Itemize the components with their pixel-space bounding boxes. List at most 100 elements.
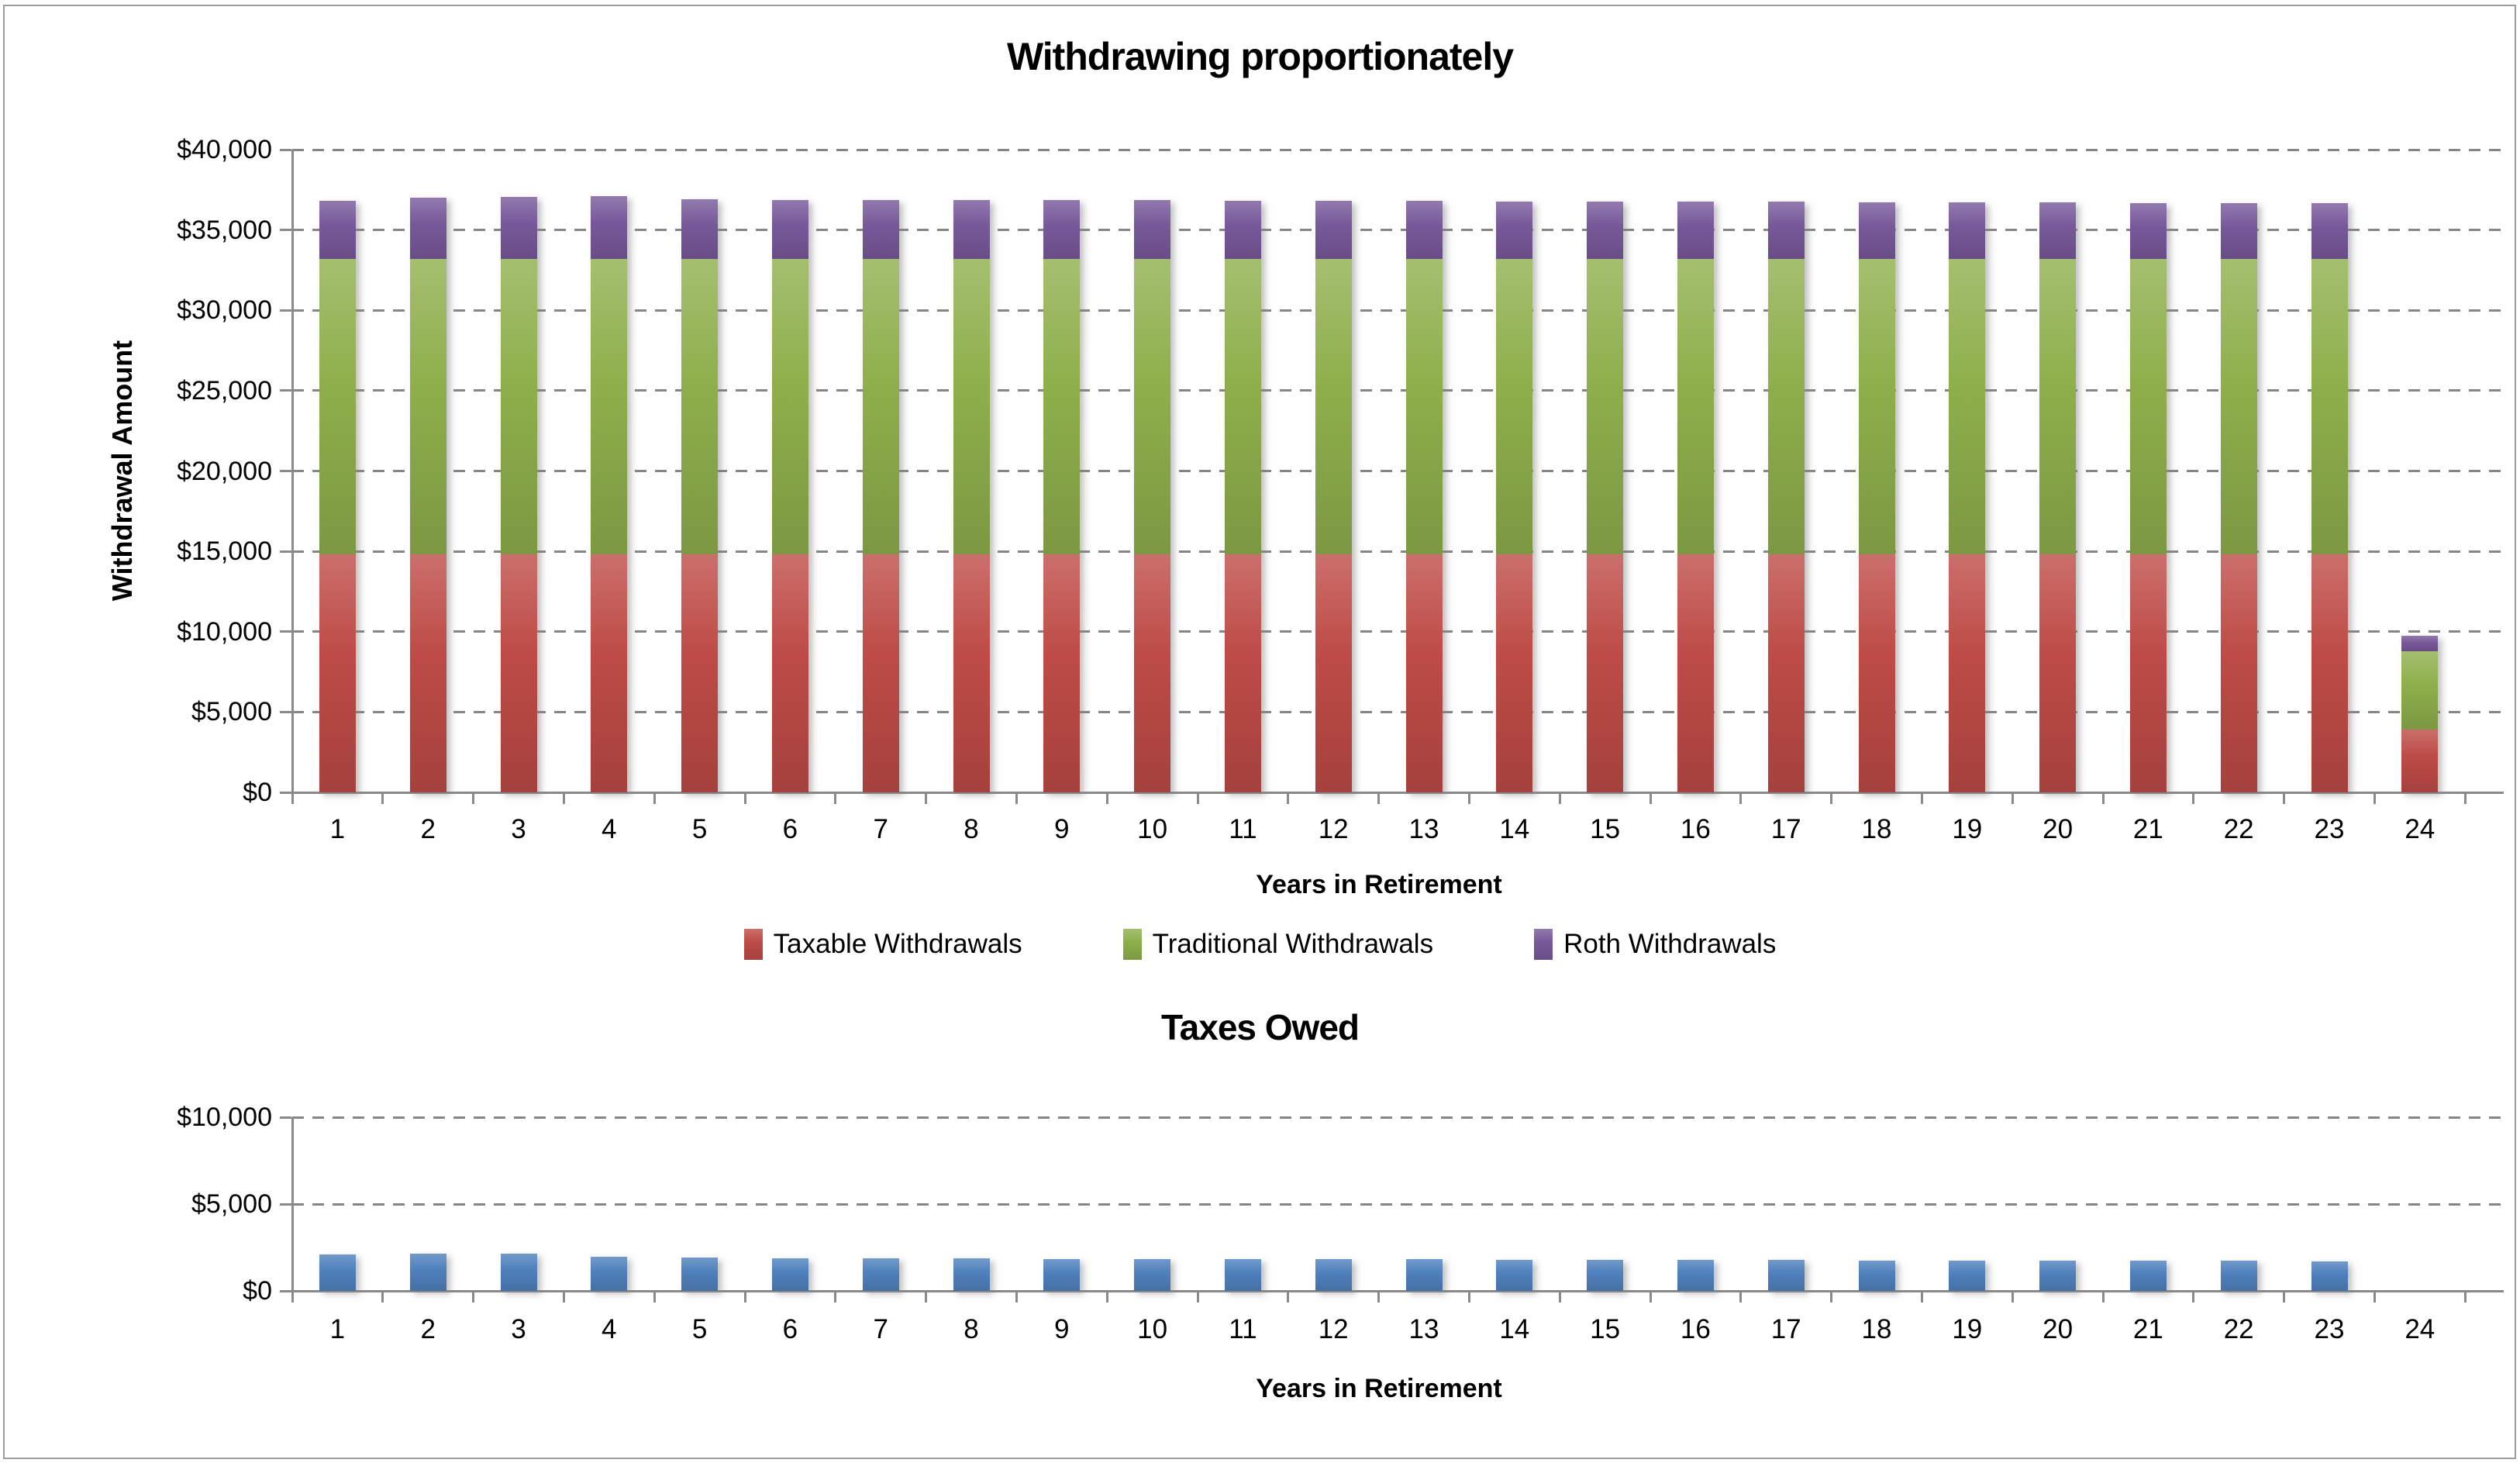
- x-tick-label: 21: [2132, 814, 2163, 844]
- bar-year-1: [319, 201, 356, 792]
- bar-segment-taxes-owed-year-10: [1134, 1258, 1171, 1291]
- x-axis-tick: [1920, 1292, 1923, 1303]
- x-axis-tick: [1830, 1292, 1833, 1303]
- x-axis-tick: [653, 793, 656, 804]
- x-tick-label: 22: [2223, 1314, 2254, 1344]
- y-tick-label: $25,000: [177, 375, 272, 405]
- x-axis-tick: [1467, 793, 1470, 804]
- x-tick-label: 4: [602, 1314, 617, 1344]
- bar-year-20: [2039, 202, 2077, 792]
- x-axis-tick: [1377, 1292, 1381, 1303]
- bar-year-16: [1677, 1260, 1714, 1291]
- x-axis-tick: [2283, 1292, 2286, 1303]
- bar-year-15: [1587, 201, 1624, 792]
- bar-segment-taxable-withdrawals-year-21: [2129, 554, 2167, 792]
- y-tick-label: $0: [243, 778, 272, 807]
- bar-segment-taxable-withdrawals-year-5: [681, 554, 719, 792]
- y-tick-label: $5,000: [191, 697, 272, 727]
- bar-segment-traditional-withdrawals-year-24: [2401, 650, 2439, 730]
- bar-year-1: [319, 1254, 356, 1291]
- y-axis-line: [291, 1117, 294, 1291]
- bar-segment-taxes-owed-year-14: [1496, 1259, 1533, 1291]
- bar-segment-taxable-withdrawals-year-12: [1315, 554, 1352, 792]
- roth-series-swatch: [1534, 929, 1553, 960]
- x-tick-label: 18: [1861, 814, 1892, 844]
- bar-segment-traditional-withdrawals-year-15: [1587, 258, 1624, 555]
- bar-segment-taxes-owed-year-12: [1315, 1259, 1352, 1291]
- x-axis-tick: [2373, 1292, 2376, 1303]
- gridline-15000: [292, 550, 2502, 553]
- x-axis-tick: [925, 793, 928, 804]
- bar-segment-roth-withdrawals-year-10: [1134, 200, 1171, 259]
- chart2-title: Taxes Owed: [1160, 1007, 1360, 1047]
- x-axis-tick: [2011, 1292, 2014, 1303]
- bar-segment-traditional-withdrawals-year-12: [1315, 258, 1352, 555]
- bar-year-12: [1315, 200, 1352, 792]
- bar-segment-taxes-owed-year-22: [2220, 1261, 2257, 1291]
- bar-year-24: [2401, 635, 2439, 792]
- bar-segment-traditional-withdrawals-year-6: [771, 258, 808, 555]
- x-axis-tick: [834, 793, 837, 804]
- x-tick-label: 15: [1590, 1314, 1621, 1344]
- bar-year-14: [1496, 1259, 1533, 1291]
- y-axis-tick: [280, 791, 291, 794]
- bar-segment-taxable-withdrawals-year-17: [1767, 554, 1805, 792]
- y-tick-label: $10,000: [177, 616, 272, 647]
- y-axis-tick: [280, 309, 291, 312]
- y-axis-tick: [280, 1202, 291, 1206]
- bar-segment-taxes-owed-year-18: [1858, 1260, 1895, 1291]
- bar-year-13: [1405, 1259, 1443, 1291]
- x-tick-label: 10: [1137, 1314, 1168, 1344]
- bar-segment-roth-withdrawals-year-24: [2401, 635, 2439, 651]
- bar-year-17: [1767, 1260, 1805, 1291]
- y-tick-label: $20,000: [177, 456, 272, 486]
- bar-segment-traditional-withdrawals-year-11: [1224, 258, 1261, 555]
- y-tick-label: $40,000: [177, 135, 272, 164]
- gridline-40000: [292, 148, 2502, 151]
- bar-segment-traditional-withdrawals-year-1: [319, 258, 356, 555]
- bar-year-18: [1858, 202, 1895, 792]
- x-axis-tick: [291, 793, 294, 804]
- bar-segment-traditional-withdrawals-year-23: [2311, 258, 2348, 555]
- x-axis-tick: [1105, 1292, 1108, 1303]
- x-axis-line: [291, 791, 2504, 794]
- x-tick-label: 5: [691, 814, 708, 844]
- bar-segment-taxes-owed-year-20: [2039, 1261, 2077, 1291]
- x-tick-label: 6: [782, 1314, 798, 1344]
- bar-segment-taxes-owed-year-17: [1767, 1260, 1805, 1291]
- x-tick-label: 20: [2043, 814, 2074, 844]
- bar-segment-taxable-withdrawals-year-19: [1949, 554, 1986, 792]
- bar-segment-roth-withdrawals-year-3: [500, 197, 537, 259]
- bar-year-7: [862, 1258, 899, 1291]
- x-axis-tick: [1196, 793, 1199, 804]
- gridline-35000: [292, 229, 2502, 232]
- x-tick-label: 5: [691, 1314, 708, 1344]
- x-axis-tick: [743, 1292, 746, 1303]
- x-axis-tick: [2192, 793, 2195, 804]
- bar-segment-roth-withdrawals-year-23: [2311, 203, 2348, 259]
- x-axis-tick: [472, 1292, 475, 1303]
- bar-segment-roth-withdrawals-year-6: [771, 199, 808, 259]
- bar-year-11: [1224, 1259, 1261, 1291]
- x-tick-label: 19: [1952, 1314, 1983, 1344]
- x-tick-label: 20: [2043, 1314, 2074, 1344]
- legend-item-roth: Roth Withdrawals: [1534, 929, 1776, 960]
- x-tick-label: 11: [1229, 1314, 1257, 1344]
- bar-year-9: [1043, 200, 1081, 792]
- bar-year-21: [2129, 202, 2167, 792]
- x-tick-label: 13: [1408, 814, 1439, 844]
- bar-segment-traditional-withdrawals-year-18: [1858, 258, 1895, 555]
- bar-segment-taxable-withdrawals-year-16: [1677, 554, 1714, 792]
- y-tick-label: $5,000: [191, 1189, 272, 1219]
- x-axis-tick: [2192, 1292, 2195, 1303]
- bar-segment-roth-withdrawals-year-11: [1224, 200, 1261, 259]
- bar-segment-roth-withdrawals-year-4: [591, 196, 628, 259]
- bar-year-6: [771, 199, 808, 792]
- gridline-5000: [292, 710, 2502, 713]
- bar-segment-taxable-withdrawals-year-23: [2311, 554, 2348, 792]
- x-axis-tick: [2463, 1292, 2467, 1303]
- bar-segment-taxable-withdrawals-year-15: [1587, 554, 1624, 792]
- y-axis-tick: [280, 1116, 291, 1119]
- x-tick-label: 1: [329, 814, 346, 844]
